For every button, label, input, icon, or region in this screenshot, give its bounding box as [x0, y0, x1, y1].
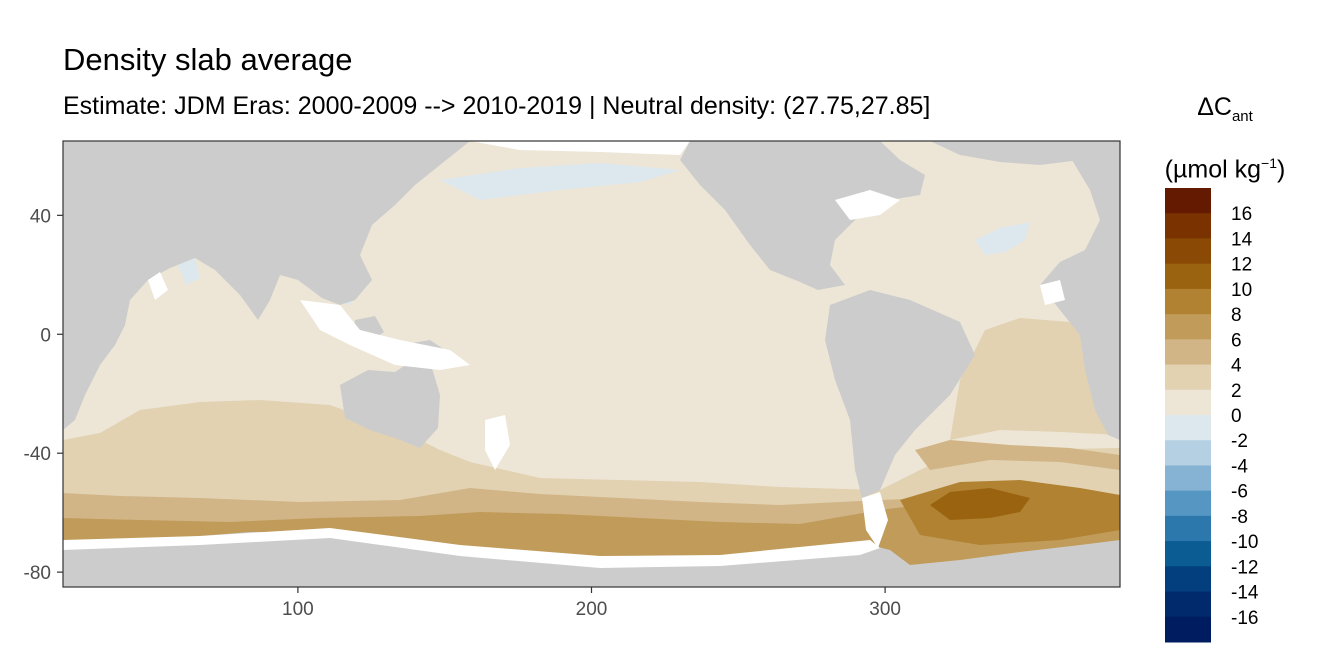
chart-title: Density slab average: [63, 42, 353, 77]
legend-unit-close: ): [1277, 155, 1286, 184]
land-europe-west-africa: [1040, 141, 1120, 440]
colorbar-label: 0: [1231, 406, 1242, 427]
north-pacific-subpolar: [440, 163, 680, 200]
colorbar-swatch: [1165, 263, 1211, 290]
colorbar-swatch: [1165, 188, 1211, 214]
x-tick-label: 200: [576, 599, 608, 620]
colorbar-swatch: [1165, 339, 1211, 366]
x-tick-label: 100: [282, 599, 314, 620]
colorbar-label: -6: [1231, 482, 1248, 503]
colorbar-label: 10: [1231, 280, 1252, 301]
south-atlantic-mid: [915, 440, 1120, 470]
nodata-mediterranean: [1040, 280, 1065, 305]
colorbar-swatch: [1165, 490, 1211, 517]
north-atlantic-west: [975, 222, 1030, 255]
colorbar-label: 12: [1231, 255, 1252, 276]
legend-symbol: ΔC: [1197, 93, 1232, 121]
y-tick-label: 0: [40, 325, 51, 346]
nodata-new-zealand: [485, 415, 510, 470]
colorbar-swatch: [1165, 465, 1211, 492]
colorbar-swatch: [1165, 591, 1211, 618]
nodata-drake: [862, 492, 888, 548]
legend-subscript: ant: [1231, 108, 1253, 125]
legend-title: ΔCant (µmol kg−1): [1150, 84, 1300, 192]
land-south-america: [825, 290, 975, 498]
arabian-sea-patch: [178, 258, 200, 285]
x-tick-label: 300: [869, 599, 901, 620]
colorbar-label: -4: [1231, 456, 1248, 477]
colorbar: 16 14 12 10 8 6 4 2 0 -2 -4 -6 -8 -10 -12 -14 -16: [1165, 188, 1259, 643]
chart-subtitle: Estimate: JDM Eras: 2000-2009 --> 2010-2…: [63, 92, 931, 120]
tropical-south-atlantic: [950, 318, 1120, 440]
colorbar-swatch: [1165, 566, 1211, 593]
land: [63, 141, 1120, 587]
colorbar-label: -10: [1231, 532, 1258, 553]
colorbar-label: 4: [1231, 356, 1242, 377]
y-tick-label: -80: [24, 563, 51, 584]
weddell-core: [930, 488, 1030, 520]
colorbar-swatch: [1165, 616, 1211, 643]
colorbar-label: 8: [1231, 305, 1242, 326]
nodata-hudson: [835, 190, 900, 220]
land-north-america: [680, 141, 925, 290]
colorbar-label: -16: [1231, 608, 1258, 629]
colorbar-label: -2: [1231, 431, 1248, 452]
colorbar-label: 2: [1231, 381, 1242, 402]
legend-unit-sup: −1: [1261, 155, 1277, 171]
colorbar-swatch: [1165, 314, 1211, 340]
land-greenland: [930, 141, 1100, 165]
colorbar-label: -8: [1231, 507, 1248, 528]
colorbar-swatch: [1165, 288, 1211, 315]
colorbar-label: 16: [1231, 204, 1252, 225]
colorbar-swatch: [1165, 389, 1211, 416]
nodata-antarctic-fringe: [63, 528, 880, 568]
y-tick-label: 40: [30, 206, 51, 227]
nodata-red-sea: [148, 272, 168, 300]
colorbar-swatch: [1165, 515, 1211, 542]
colorbar-swatch: [1165, 238, 1211, 265]
land-australia: [340, 362, 440, 448]
y-tick-label: -40: [24, 444, 51, 465]
colorbar-swatch: [1165, 440, 1211, 466]
map-panel: [63, 141, 1120, 587]
colorbar-label: -12: [1231, 557, 1258, 578]
legend-unit-open: (µmol kg: [1164, 155, 1262, 184]
colorbar-label: 6: [1231, 330, 1242, 351]
colorbar-swatch: [1165, 415, 1211, 441]
nodata-arctic: [470, 141, 690, 155]
colorbar-label: 14: [1231, 229, 1253, 250]
land-antarctica: [63, 532, 1120, 587]
nodata-indonesia: [300, 300, 470, 370]
colorbar-label: -14: [1231, 583, 1259, 604]
colorbar-swatch: [1165, 213, 1211, 239]
no-data: [63, 141, 1065, 568]
colorbar-swatch: [1165, 364, 1211, 391]
colorbar-swatch: [1165, 541, 1211, 567]
land-eurasia-africa: [63, 141, 470, 430]
